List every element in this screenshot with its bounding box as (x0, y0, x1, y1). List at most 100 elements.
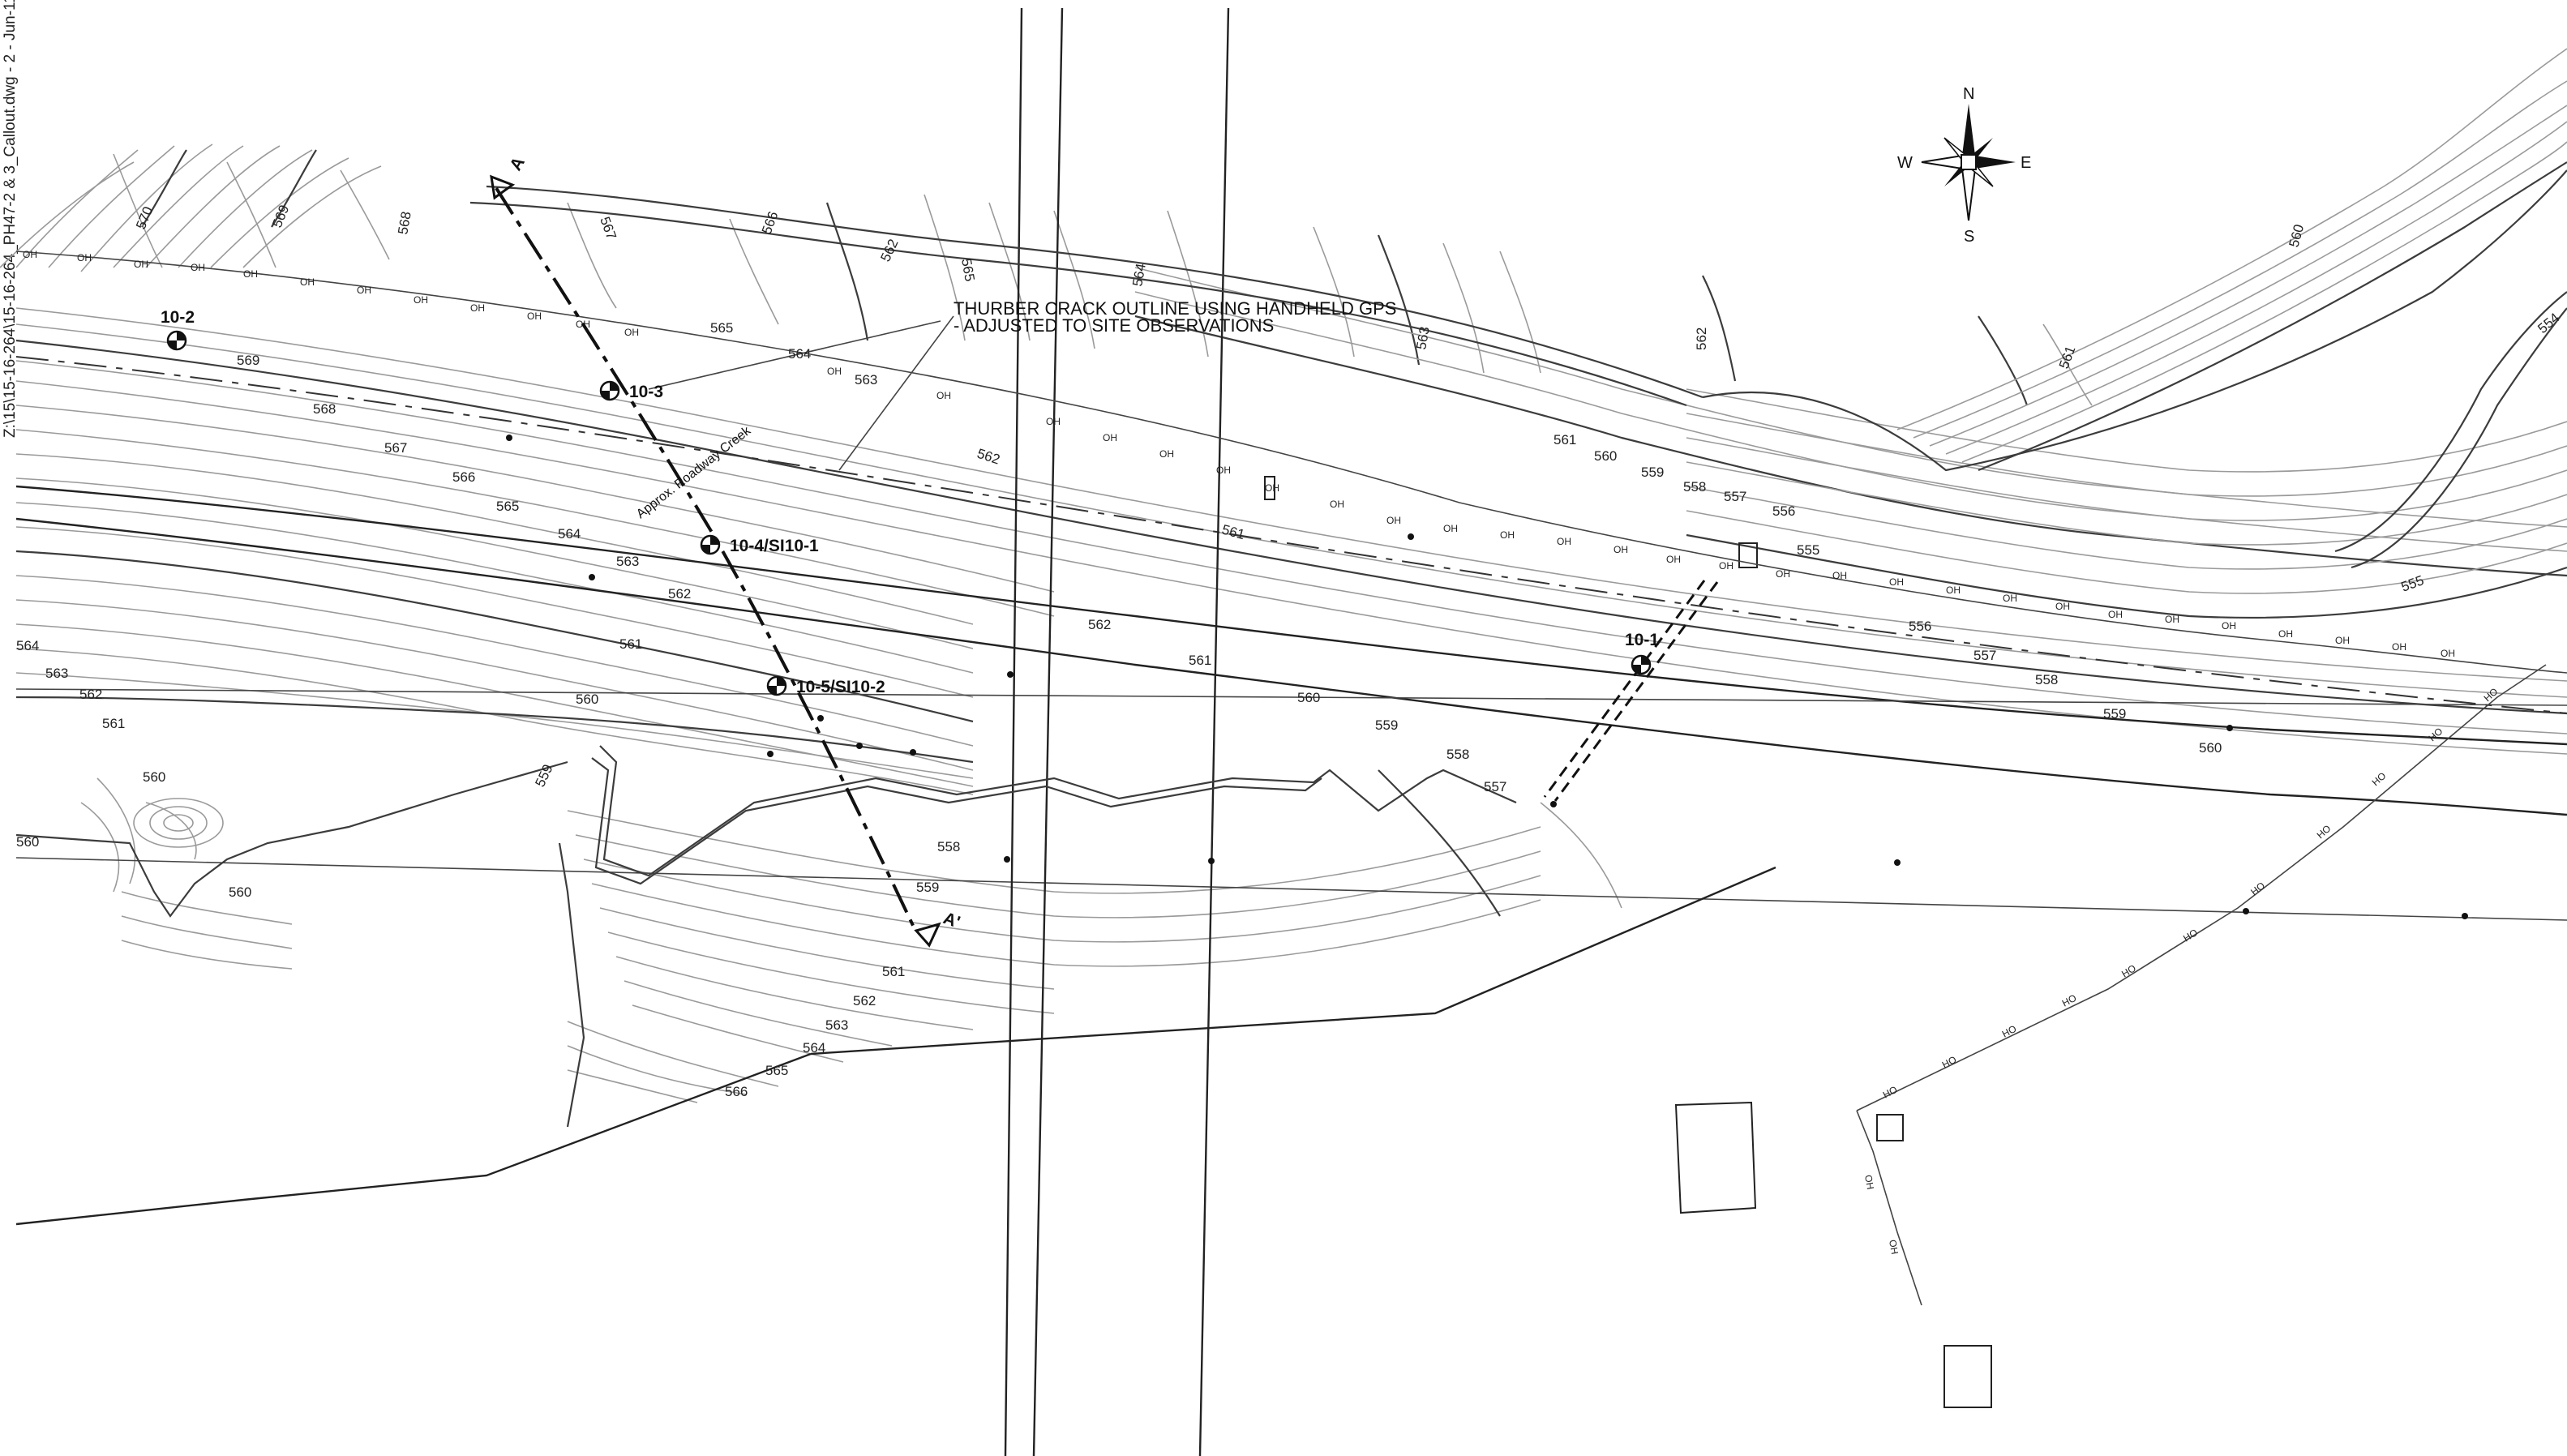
contour-label: 555 (2399, 572, 2426, 595)
oh-label: OH (1832, 570, 1847, 581)
oh-label: OH (1159, 448, 1174, 460)
oh-label: OH (827, 366, 842, 377)
contour-bands (15, 48, 2567, 795)
compass-n: N (1963, 85, 1974, 103)
contour-label: 560 (2199, 740, 2222, 756)
contour-label: 560 (576, 692, 598, 707)
contour-label: 565 (765, 1063, 788, 1078)
contour-label: 558 (1683, 479, 1706, 495)
ho-label: HO (2370, 770, 2389, 788)
oh-label: OH (936, 390, 951, 401)
contour-label: 562 (668, 586, 691, 602)
ho-label: HO (2315, 823, 2333, 841)
oh-label: OH (2055, 601, 2070, 612)
overhead-line: OH OH OH OH OH OH OH OH OH OH OH OH OH O… (15, 249, 2567, 1306)
section-line-a: A A' (490, 154, 962, 948)
oh-label: OH (134, 259, 148, 270)
contour-labels: 570 569 569 568 568 567 567 566 566 566 … (16, 203, 2562, 1099)
oh-label: OH (1386, 515, 1401, 526)
ho-label: HO (2248, 880, 2267, 897)
oh-label: OH (1443, 523, 1458, 534)
oh-label: OH (191, 262, 205, 273)
oh-label: OH (300, 276, 315, 288)
lower-contours (80, 769, 1622, 1128)
culvert-pipe (1543, 580, 1719, 802)
contour-label: 564 (16, 638, 39, 653)
building-2 (1943, 1345, 1992, 1408)
oh-label: OH (1216, 465, 1231, 476)
contour-label: 559 (1375, 717, 1398, 733)
contour-label: 560 (16, 834, 39, 850)
borehole-10-1[interactable]: 10-1 (1625, 631, 1659, 675)
contour-label: 562 (853, 993, 876, 1008)
contour-label: 555 (1797, 542, 1819, 558)
oh-label: OH (414, 294, 428, 306)
oh-label: OH (527, 310, 542, 322)
contour-label: 558 (1446, 747, 1469, 762)
oh-label: OH (1719, 560, 1733, 572)
contour-label: 557 (1484, 779, 1506, 794)
contour-label: 565 (496, 499, 519, 514)
contour-label: 559 (1641, 465, 1664, 480)
oh-label: OH (23, 249, 37, 260)
oh-label: OH (2278, 628, 2293, 640)
oh-label: OH (1776, 568, 1790, 580)
compass-e: E (2021, 154, 2031, 172)
culvert-end (1738, 542, 1758, 568)
compass-w: W (1897, 154, 1913, 172)
oh-label: OH (1887, 1239, 1901, 1255)
ho-label: HO (2427, 726, 2445, 743)
contour-label: 565 (958, 257, 978, 282)
oh-label: OH (2222, 620, 2236, 632)
contour-label: 556 (1909, 619, 1931, 634)
borehole-label: 10-1 (1625, 631, 1659, 649)
contour-label: 560 (2286, 223, 2308, 249)
note-line-1: THURBER CRACK OUTLINE USING HANDHELD GPS (954, 298, 1396, 319)
borehole-10-2[interactable]: 10-2 (161, 308, 195, 351)
file-path-label: Z:\15\15-16-264\15-16-264_PH47-2 & 3_Cal… (2, 0, 19, 438)
borehole-10-3[interactable]: 10-3 (599, 380, 663, 401)
contour-label: 559 (916, 880, 939, 895)
oh-label: OH (243, 268, 258, 280)
contour-label: 554 (2535, 310, 2562, 336)
oh-label: OH (77, 252, 92, 263)
building-3 (1876, 1114, 1904, 1141)
section-start-label: A (506, 154, 529, 174)
contour-label: 557 (1973, 648, 1996, 663)
oh-label: OH (1889, 576, 1904, 588)
oh-label: OH (2165, 614, 2179, 625)
oh-label: OH (1046, 416, 1061, 427)
borehole-10-5-si10-2[interactable]: 10-5/SI10-2 (766, 675, 885, 696)
contour-label: 562 (1088, 617, 1111, 632)
crack-note: THURBER CRACK OUTLINE USING HANDHELD GPS… (648, 298, 1396, 471)
oh-label: OH (2392, 641, 2406, 653)
oh-label: OH (1103, 432, 1117, 443)
contour-label: 561 (1553, 432, 1576, 448)
contour-label: 566 (759, 209, 782, 236)
ho-label: HO (1940, 1054, 1958, 1071)
oh-label: OH (1557, 536, 1571, 547)
ho-label: HO (2000, 1023, 2018, 1040)
oh-label: OH (1265, 482, 1279, 494)
contour-label: 560 (1297, 690, 1320, 705)
contour-label: 562 (1694, 328, 1709, 350)
contour-label: 568 (313, 401, 336, 417)
note-line-2: - ADJUSTED TO SITE OBSERVATIONS (954, 315, 1274, 336)
borehole-10-4-si10-1[interactable]: 10-4/SI10-1 (700, 534, 819, 555)
oh-label: OH (1666, 554, 1681, 565)
section-end-label: A' (941, 909, 962, 932)
contour-label: 565 (710, 320, 733, 336)
contour-label: 561 (619, 636, 642, 652)
borehole-label: 10-2 (161, 308, 195, 327)
contour-label: 561 (1220, 522, 1246, 543)
contour-label: 563 (45, 666, 68, 681)
contour-label: 561 (1189, 653, 1211, 668)
contour-label: 562 (877, 237, 901, 264)
hydro-line: HO HO HO HO HO HO HO HO HO HO HO (1856, 664, 2547, 1111)
contour-label: 563 (1413, 325, 1433, 350)
contour-label: 566 (725, 1084, 748, 1099)
contour-label: 568 (395, 210, 414, 235)
contour-label: 564 (788, 346, 811, 362)
contour-label: 563 (855, 372, 877, 388)
